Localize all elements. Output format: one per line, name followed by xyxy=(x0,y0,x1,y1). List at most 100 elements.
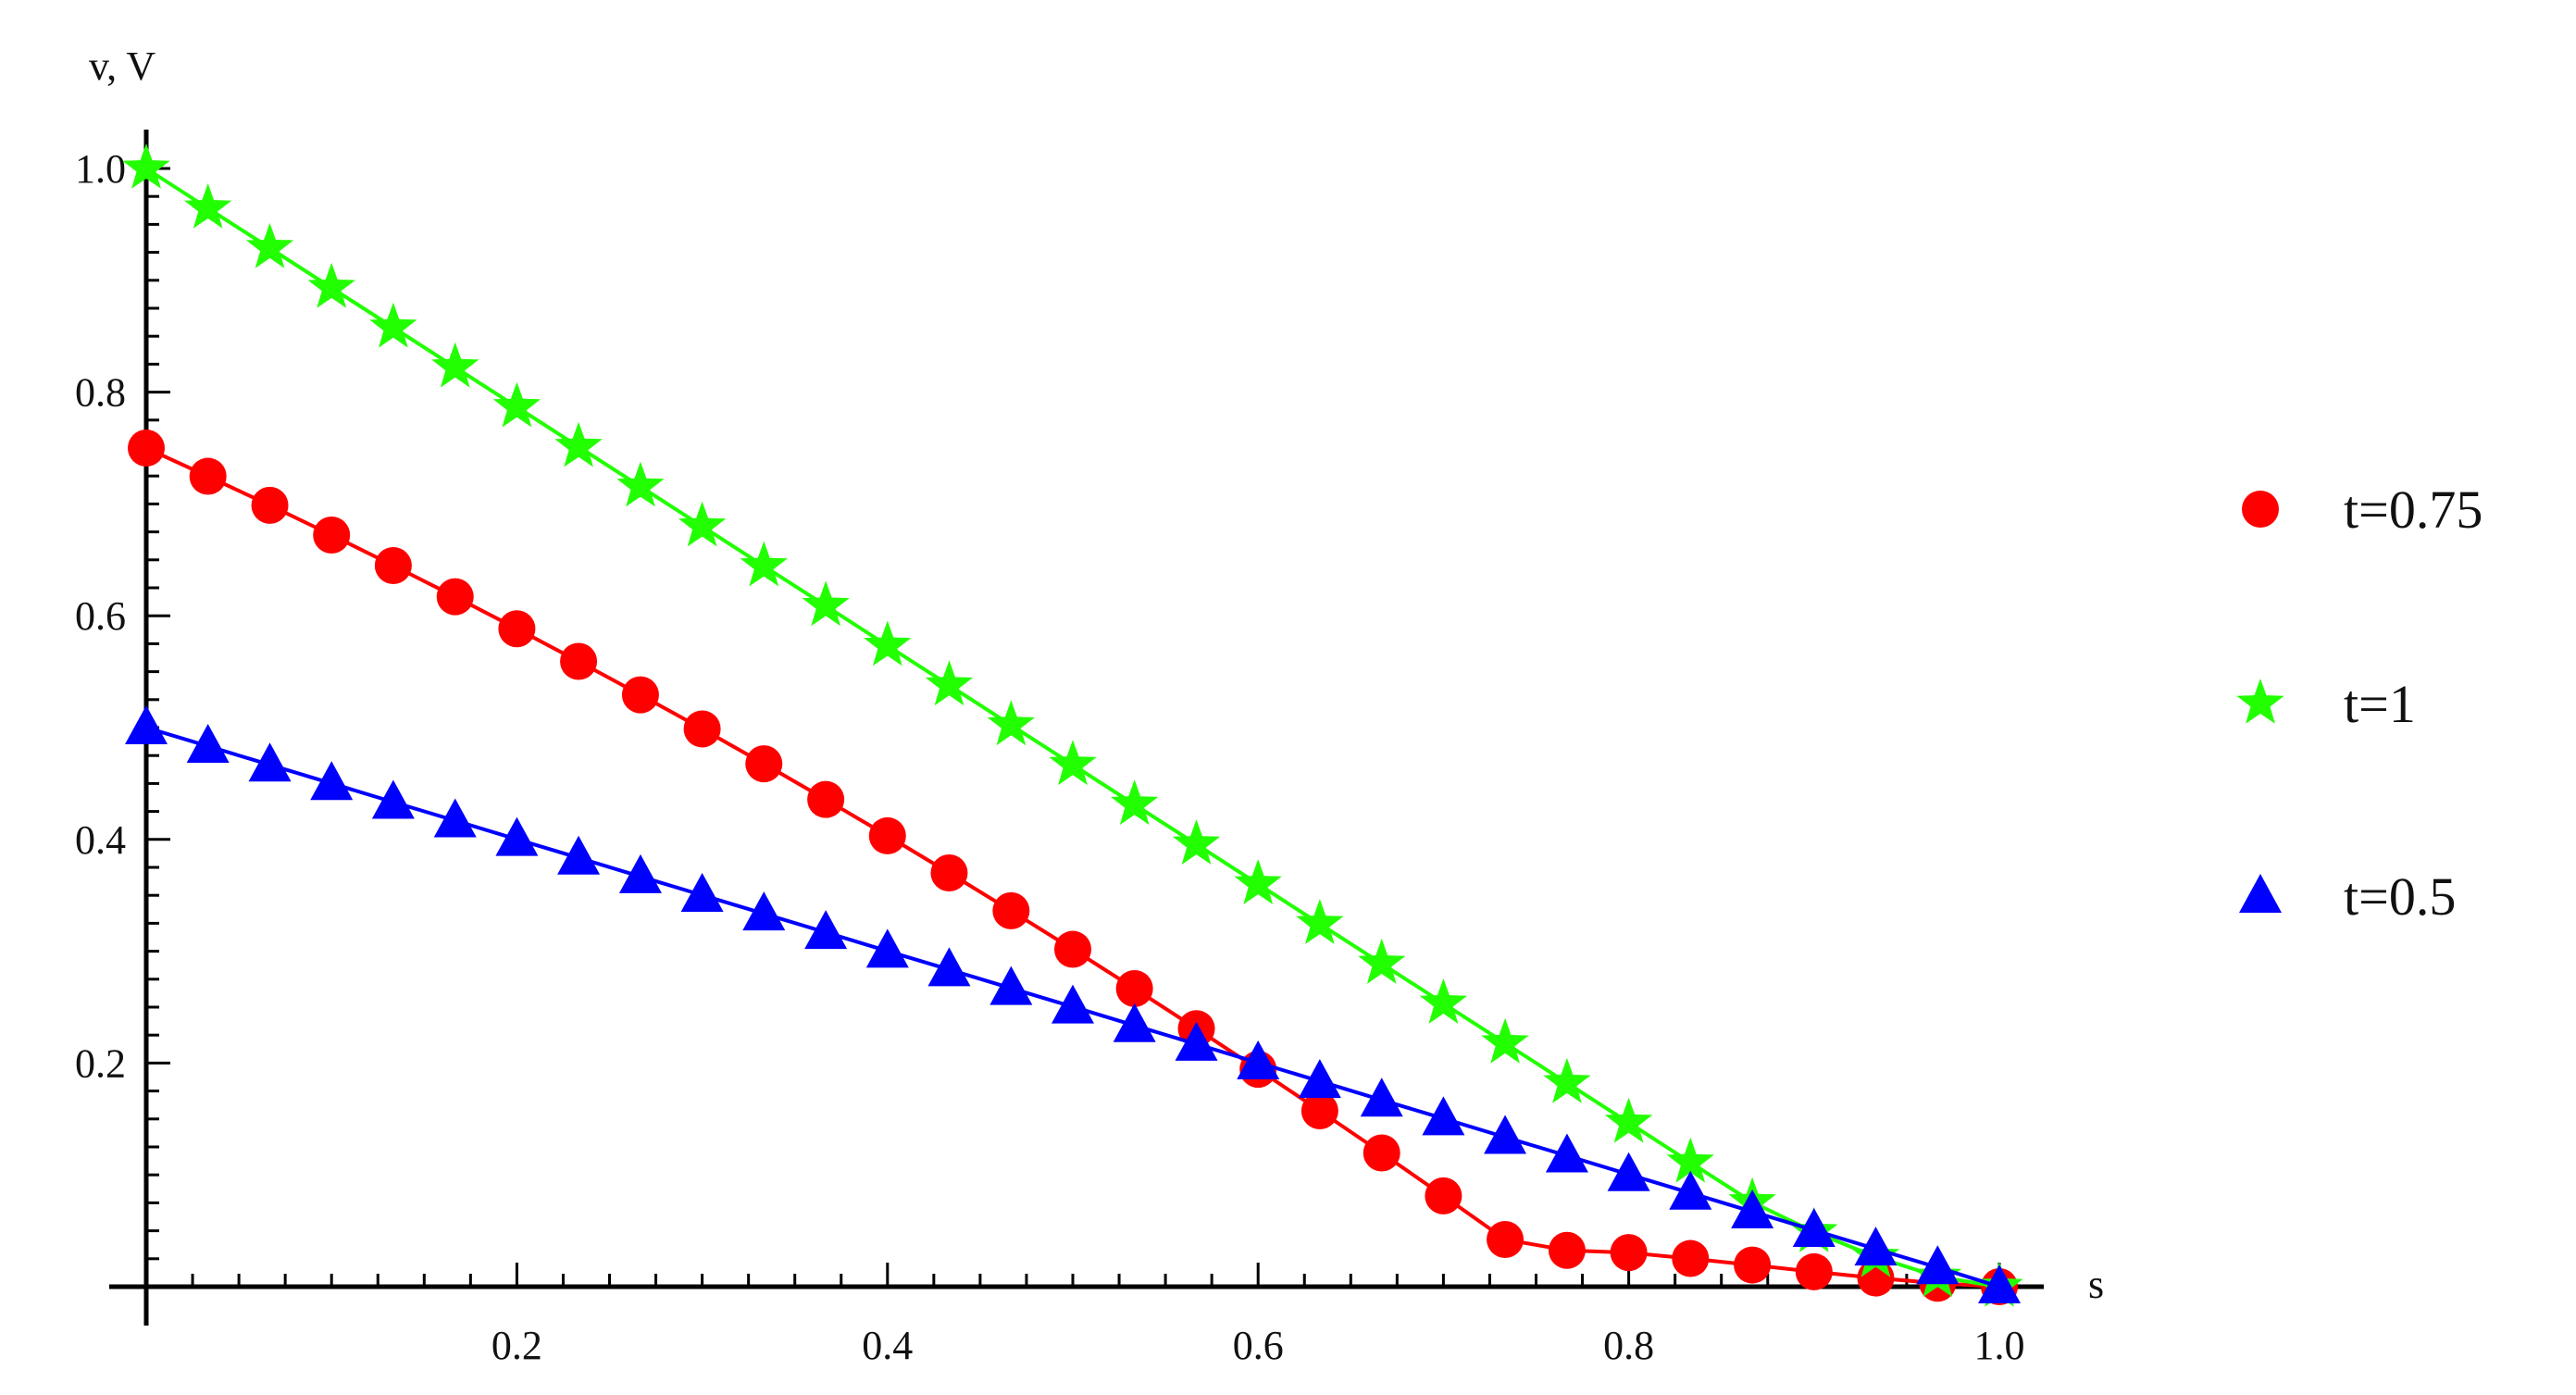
data-point-star xyxy=(184,183,232,229)
series-layer xyxy=(122,143,2023,1307)
series-line xyxy=(145,446,2000,1289)
legend-marker-circle xyxy=(2242,491,2279,528)
data-point-circle xyxy=(1363,1134,1400,1172)
data-point-star xyxy=(554,421,603,467)
data-point-star xyxy=(492,381,541,428)
data-point-circle xyxy=(128,430,165,467)
data-point-circle xyxy=(1734,1246,1772,1284)
data-point-star xyxy=(1481,1017,1529,1064)
data-point-star xyxy=(925,660,974,706)
data-point-star xyxy=(1296,899,1344,944)
data-point-star xyxy=(864,620,912,666)
data-point-star xyxy=(245,222,294,268)
data-point-star xyxy=(616,461,665,507)
data-point-star xyxy=(1666,1137,1714,1183)
y-tick-label: 0.2 xyxy=(75,1040,126,1086)
legend: t=0.75 t=1 t=0.5 xyxy=(2236,480,2483,927)
data-point-circle xyxy=(868,816,906,854)
data-point-star xyxy=(1049,740,1097,786)
legend-marker-star xyxy=(2236,679,2284,724)
data-point-triangle xyxy=(865,928,909,968)
data-point-triangle xyxy=(371,779,415,819)
data-point-circle xyxy=(992,891,1030,929)
data-point-circle xyxy=(745,745,783,783)
series-triangle xyxy=(125,705,2021,1303)
data-point-circle xyxy=(189,457,227,495)
data-point-star xyxy=(431,342,479,388)
series-star xyxy=(122,143,2023,1307)
data-point-triangle xyxy=(557,835,601,875)
legend-label: t=0.5 xyxy=(2344,866,2456,927)
data-point-triangle xyxy=(1052,984,1094,1024)
data-point-circle xyxy=(1300,1091,1338,1129)
data-point-triangle xyxy=(742,891,786,931)
y-axis-title: v, V xyxy=(89,44,156,89)
data-point-triangle xyxy=(1237,1040,1280,1080)
data-point-triangle xyxy=(1607,1152,1650,1191)
data-point-star xyxy=(1111,779,1159,826)
data-point-triangle xyxy=(1916,1245,1960,1285)
axes: 0.2 0.4 0.6 0.8 1.0 0.2 0.4 0.6 0.8 1.0 xyxy=(75,130,2044,1368)
data-point-triangle xyxy=(248,742,292,782)
data-point-star xyxy=(740,541,788,587)
y-tick-label: 1.0 xyxy=(75,146,126,192)
data-point-circle xyxy=(560,642,598,680)
data-point-triangle xyxy=(1422,1096,1465,1136)
data-point-triangle xyxy=(433,798,477,838)
data-point-circle xyxy=(807,780,845,818)
data-point-circle xyxy=(1054,930,1091,968)
legend-marker-triangle xyxy=(2239,874,2282,913)
data-point-triangle xyxy=(1978,1264,2021,1303)
y-tick-label: 0.4 xyxy=(75,817,126,863)
data-point-star xyxy=(122,143,170,189)
data-point-circle xyxy=(621,676,659,714)
data-point-circle xyxy=(1115,969,1153,1007)
data-point-star xyxy=(369,302,417,348)
data-point-triangle xyxy=(125,705,168,744)
data-point-star xyxy=(1419,978,1468,1024)
data-point-triangle xyxy=(927,947,971,987)
data-point-star xyxy=(1604,1097,1653,1143)
data-point-circle xyxy=(930,854,968,892)
data-point-triangle xyxy=(1298,1059,1341,1099)
data-point-triangle xyxy=(1360,1077,1403,1117)
x-axis-title: s xyxy=(2088,1262,2104,1307)
data-point-star xyxy=(987,700,1035,746)
data-point-circle xyxy=(1425,1177,1462,1214)
data-point-triangle xyxy=(1669,1170,1712,1210)
data-point-triangle xyxy=(618,853,662,893)
data-point-star xyxy=(1172,819,1221,865)
data-point-star xyxy=(1234,859,1282,904)
data-point-triangle xyxy=(1792,1207,1836,1247)
data-point-star xyxy=(1358,939,1406,984)
legend-label: t=0.75 xyxy=(2344,480,2483,540)
data-point-triangle xyxy=(989,965,1033,1005)
series-circle xyxy=(128,430,2018,1305)
x-tick-label: 0.8 xyxy=(1603,1323,1654,1368)
data-point-star xyxy=(1543,1057,1591,1103)
data-point-triangle xyxy=(310,761,354,801)
data-point-triangle xyxy=(1113,1003,1156,1042)
data-point-star xyxy=(802,580,850,627)
data-point-triangle xyxy=(1854,1227,1898,1266)
data-point-triangle xyxy=(186,724,230,764)
data-point-circle xyxy=(436,578,474,616)
data-point-triangle xyxy=(680,872,724,912)
data-point-triangle xyxy=(495,816,539,856)
x-tick-label: 0.2 xyxy=(492,1323,542,1368)
data-point-triangle xyxy=(1175,1021,1218,1061)
y-tick-label: 0.6 xyxy=(75,593,126,639)
y-tick-label: 0.8 xyxy=(75,370,126,416)
data-point-circle xyxy=(251,486,289,524)
data-point-triangle xyxy=(1731,1189,1774,1228)
data-point-circle xyxy=(1548,1231,1586,1269)
data-point-star xyxy=(307,262,355,308)
series-line xyxy=(144,167,2000,1289)
data-point-triangle xyxy=(1484,1115,1527,1154)
x-tick-label: 0.4 xyxy=(862,1323,913,1368)
legend-label: t=1 xyxy=(2344,674,2416,734)
x-tick-label: 0.6 xyxy=(1233,1323,1284,1368)
data-point-circle xyxy=(683,710,721,748)
data-point-circle xyxy=(1610,1234,1648,1272)
